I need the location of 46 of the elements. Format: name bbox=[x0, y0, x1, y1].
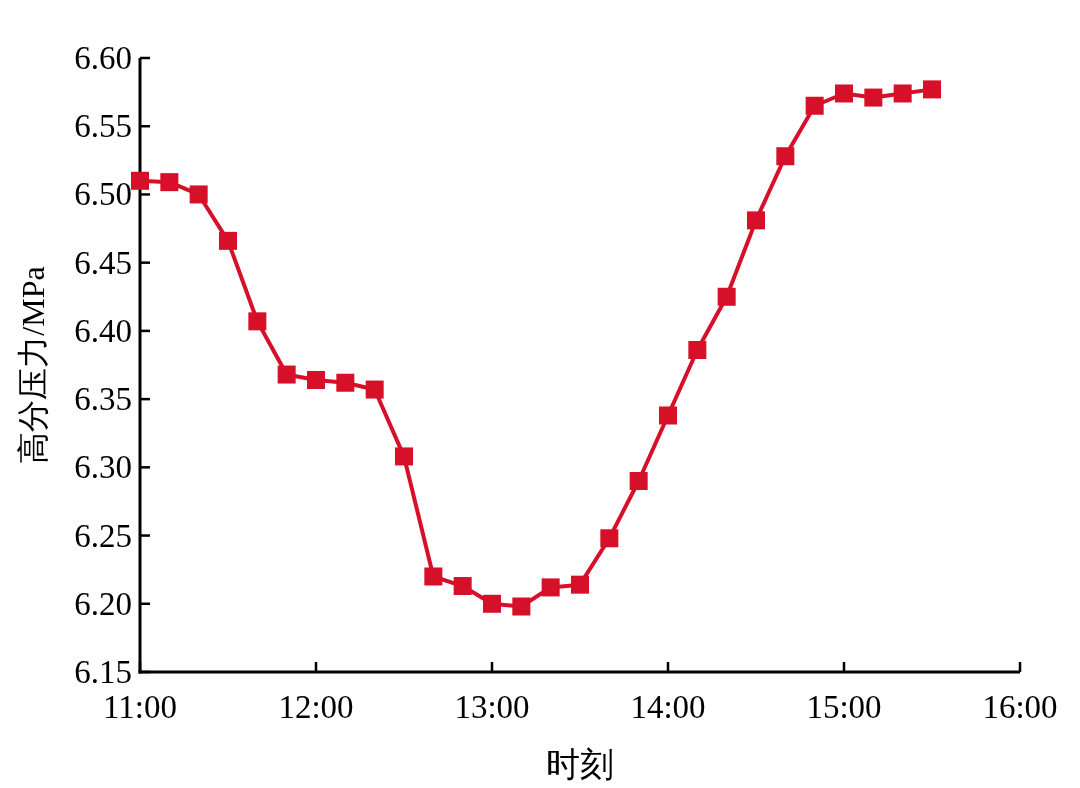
x-tick-label: 15:00 bbox=[806, 689, 882, 725]
point bbox=[805, 96, 824, 115]
point bbox=[248, 312, 267, 331]
point bbox=[131, 171, 149, 190]
y-axis-title: 高分压力/MPa bbox=[15, 266, 51, 464]
x-tick-label: 14:00 bbox=[630, 689, 706, 725]
point bbox=[365, 380, 384, 399]
point bbox=[424, 567, 443, 586]
point bbox=[864, 88, 883, 107]
y-tick-label: 6.45 bbox=[74, 244, 132, 281]
point bbox=[659, 406, 677, 425]
point bbox=[571, 575, 589, 594]
x-tick-label: 13:00 bbox=[454, 689, 530, 725]
y-tick-label: 6.30 bbox=[74, 449, 132, 486]
y-tick-label: 6.15 bbox=[74, 654, 132, 690]
y-tick-label: 6.60 bbox=[74, 40, 132, 76]
point bbox=[483, 594, 501, 613]
point bbox=[453, 577, 472, 596]
point bbox=[893, 84, 912, 103]
point bbox=[600, 529, 619, 548]
x-tick-label: 11:00 bbox=[103, 689, 177, 725]
point bbox=[336, 373, 355, 392]
y-tick-label: 6.50 bbox=[74, 176, 132, 213]
point bbox=[776, 147, 795, 166]
point bbox=[189, 185, 208, 204]
point bbox=[717, 287, 736, 306]
y-tick-label: 6.20 bbox=[74, 585, 132, 622]
point bbox=[923, 80, 941, 99]
x-axis-title: 时刻 bbox=[546, 746, 614, 783]
y-tick-label: 6.25 bbox=[74, 517, 132, 554]
y-tick-label: 6.55 bbox=[74, 108, 132, 145]
point bbox=[512, 597, 531, 616]
point bbox=[835, 84, 853, 103]
point bbox=[277, 365, 296, 384]
point bbox=[395, 447, 413, 466]
x-tick-label: 12:00 bbox=[278, 689, 354, 725]
point bbox=[541, 578, 560, 597]
point bbox=[688, 340, 707, 359]
point bbox=[307, 371, 325, 390]
y-tick-label: 6.40 bbox=[74, 312, 132, 349]
point bbox=[629, 471, 648, 490]
point bbox=[219, 231, 237, 250]
point bbox=[747, 211, 765, 230]
x-tick-label: 16:00 bbox=[982, 689, 1058, 725]
point bbox=[160, 173, 179, 192]
y-tick-label: 6.35 bbox=[74, 381, 132, 418]
